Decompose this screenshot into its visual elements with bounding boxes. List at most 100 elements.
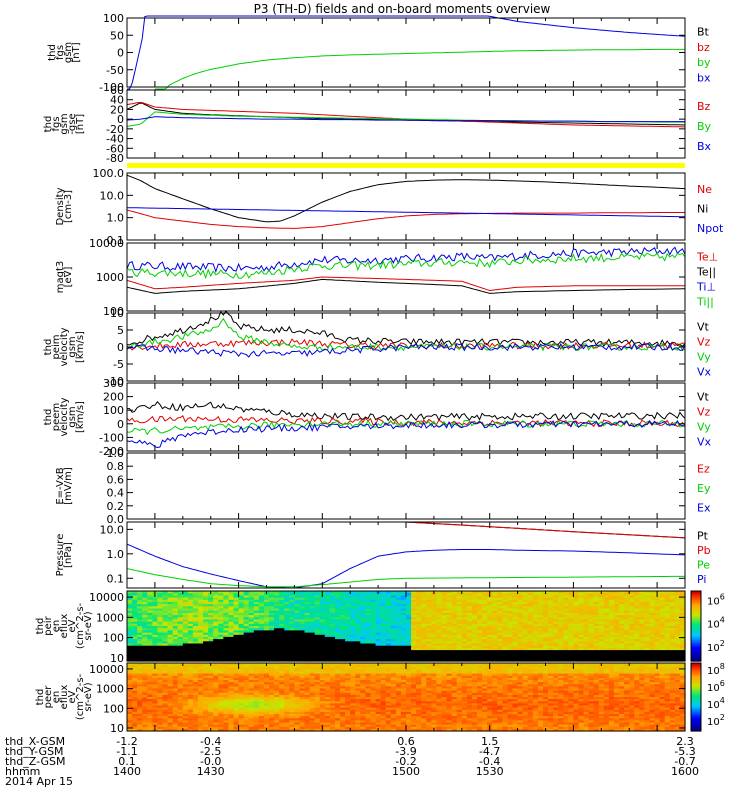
spectrogram-cell: [588, 601, 595, 605]
y-axis-label: Pressure: [55, 534, 66, 577]
y-tick-label: -10: [106, 375, 124, 388]
spectrogram-cell: [309, 654, 316, 658]
spectrogram-cell: [461, 645, 468, 649]
spectrogram-cell: [654, 621, 661, 625]
spectrogram-cell: [375, 654, 382, 658]
spectrogram-cell: [456, 617, 463, 621]
spectrogram-cell: [198, 619, 204, 623]
spectrogram-cell: [233, 591, 240, 594]
panel-frame: [126, 17, 686, 88]
spectrogram-cell: [167, 656, 174, 660]
spectrogram-cell: [177, 621, 184, 625]
spectrogram-cell: [177, 628, 184, 631]
spectrogram-cell: [269, 634, 275, 638]
spectrogram-cell: [319, 601, 326, 605]
spectrogram-cell: [223, 645, 230, 649]
spectrogram-cell: [182, 707, 189, 711]
spectrogram-cell: [167, 599, 174, 603]
spectrogram-cell: [487, 632, 493, 636]
colorbar-cell: [691, 605, 701, 608]
spectrogram-cell: [543, 652, 549, 656]
spectrogram-cell: [238, 684, 245, 687]
spectrogram-cell: [335, 630, 341, 634]
spectrogram-cell: [167, 604, 174, 607]
series-By-line: [126, 111, 685, 127]
spectrogram-cell: [187, 709, 194, 713]
spectrogram-cell: [380, 593, 387, 596]
spectrogram-cell: [471, 630, 478, 634]
spectrogram-cell: [654, 645, 661, 649]
spectrogram-cell: [370, 612, 377, 616]
spectrogram-cell: [218, 606, 224, 610]
spectrogram-cell: [603, 626, 610, 629]
spectrogram-cell: [482, 617, 488, 621]
spectrogram-cell: [243, 703, 250, 707]
y-axis-label: [km/s]: [75, 331, 86, 363]
spectrogram-cell: [548, 641, 554, 645]
spectrogram-cell: [233, 671, 240, 675]
y-tick-label: -50: [106, 64, 124, 77]
spectrogram-cell: [466, 632, 473, 636]
spectrogram-cell: [421, 593, 427, 596]
spectrogram-cell: [233, 652, 240, 656]
spectrogram-cell: [441, 647, 448, 651]
spectrogram-cell: [380, 650, 387, 653]
spectrogram-cell: [451, 610, 458, 614]
spectrogram-cell: [395, 639, 402, 642]
spectrogram-cell: [187, 703, 194, 707]
spectrogram-cell: [446, 612, 453, 616]
spectrogram-cell: [248, 722, 255, 726]
spectrogram-cell: [659, 617, 666, 621]
spectrogram-cell: [588, 595, 595, 599]
spectrogram-cell: [345, 591, 351, 594]
spectrogram-cell: [132, 711, 138, 715]
spectrogram-cell: [603, 612, 610, 616]
spectrogram-cell: [614, 619, 620, 623]
spectrogram-cell: [137, 728, 143, 732]
spectrogram-cell: [583, 617, 590, 621]
spectrogram-cell: [355, 630, 361, 634]
spectrogram-cell: [593, 597, 600, 601]
spectrogram-cell: [553, 621, 559, 625]
spectrogram-cell: [314, 626, 321, 629]
spectrogram-cell: [406, 643, 412, 647]
spectrogram-cell: [228, 722, 235, 726]
spectrogram-cell: [233, 658, 240, 662]
spectrogram-cell: [416, 601, 422, 605]
spectrogram-cell: [309, 617, 316, 621]
spectrogram-cell: [309, 601, 316, 605]
spectrogram-cell: [192, 621, 199, 625]
spectrogram-cell: [532, 630, 539, 634]
spectrogram-cell: [314, 639, 321, 642]
spectrogram-cell: [634, 632, 640, 636]
spectrogram-cell: [172, 630, 179, 634]
spectrogram-cell: [385, 599, 392, 603]
spectrogram-cell: [172, 612, 179, 616]
spectrogram-cell: [147, 694, 153, 698]
spectrogram-cell: [264, 630, 270, 634]
y-tick-label: 100: [103, 305, 124, 318]
colorbar-cell: [691, 636, 701, 639]
spectrogram-cell: [598, 595, 605, 599]
spectrogram-cell: [127, 591, 133, 594]
spectrogram-cell: [157, 667, 164, 670]
spectrogram-cell: [543, 601, 549, 605]
spectrogram-cell: [309, 645, 316, 649]
spectrogram-cell: [679, 623, 686, 627]
spectrogram-cell: [324, 591, 331, 594]
spectrogram-cell: [573, 612, 580, 616]
spectrogram-cell: [461, 612, 468, 616]
spectrogram-cell: [492, 639, 498, 642]
spectrogram-cell: [492, 621, 498, 625]
spectrogram-cell: [629, 619, 635, 623]
spectrogram-cell: [563, 617, 569, 621]
spectrogram-cell: [619, 641, 625, 645]
spectrogram-cell: [522, 604, 529, 607]
spectrogram-cell: [441, 615, 448, 618]
spectrogram-cell: [142, 709, 148, 713]
spectrogram-cell: [243, 669, 250, 673]
spectrogram-cell: [466, 610, 473, 614]
spectrogram-cell: [162, 630, 169, 634]
spectrogram-cell: [553, 652, 559, 656]
spectrogram-cell: [258, 612, 265, 616]
